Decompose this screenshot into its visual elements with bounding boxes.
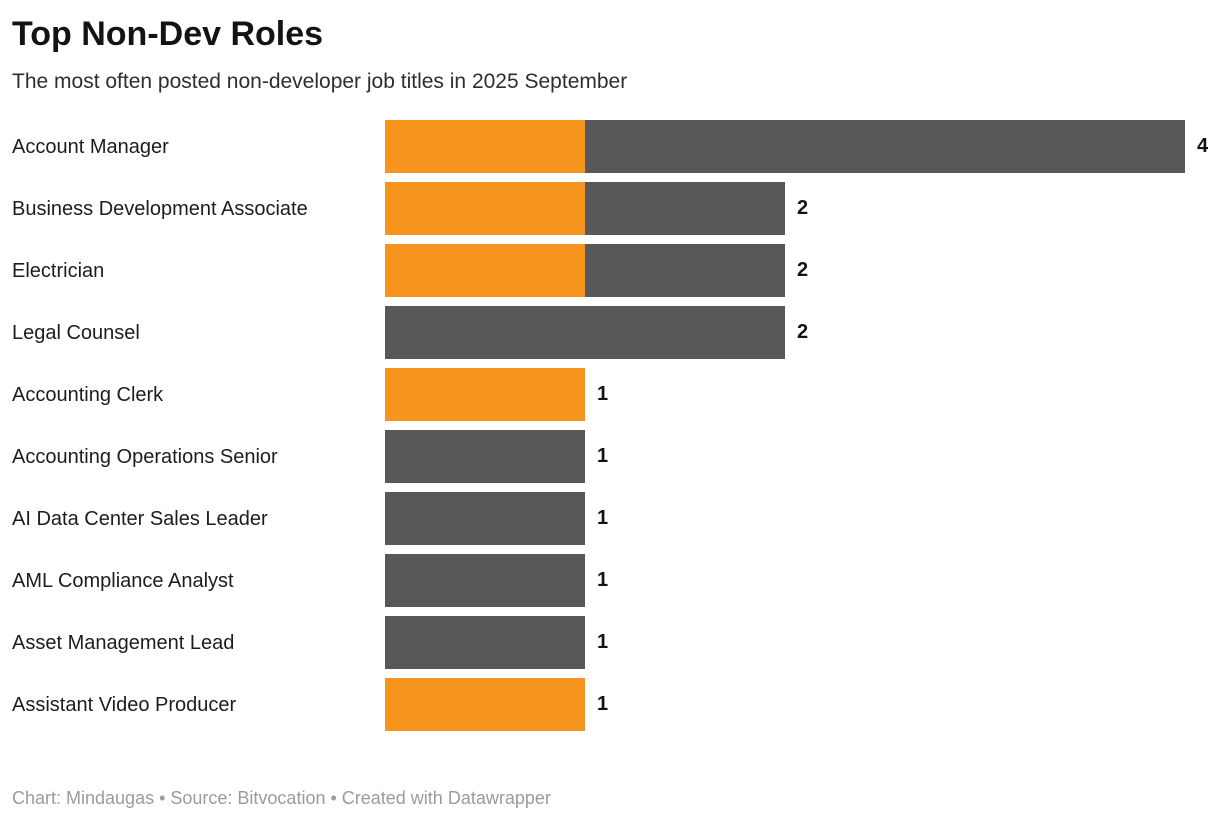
value-label: 2 [797, 259, 809, 281]
bar-segment-base [385, 616, 585, 669]
bar: 1 [385, 492, 1220, 545]
chart-row: Assistant Video Producer 1 [0, 678, 1220, 731]
value-label: 4 [1197, 135, 1209, 157]
bar-segment-base [585, 182, 785, 235]
chart-title: Top Non-Dev Roles [12, 15, 324, 53]
row-label: Electrician [12, 259, 105, 282]
bar-segment-base [585, 120, 1185, 173]
chart-header: Top Non-Dev Roles The most often posted … [0, 0, 1220, 95]
row-label: Assistant Video Producer [12, 693, 237, 716]
value-label: 2 [797, 321, 809, 343]
row-label: Asset Management Lead [12, 631, 235, 654]
chart-row: Legal Counsel 2 [0, 306, 1220, 359]
bar-segment-highlight [385, 182, 585, 235]
bar: 1 [385, 430, 1220, 483]
bar-segment-base [385, 430, 585, 483]
bar-segment-highlight [385, 368, 585, 421]
row-label: Accounting Operations Senior [12, 445, 278, 468]
chart-row: Accounting Clerk 1 [0, 368, 1220, 421]
row-label: AML Compliance Analyst [12, 569, 234, 592]
row-label: Legal Counsel [12, 321, 140, 344]
chart-row: Asset Management Lead 1 [0, 616, 1220, 669]
bar: 1 [385, 678, 1220, 731]
bar-segment-base [385, 306, 785, 359]
value-label: 1 [597, 569, 609, 591]
row-label: AI Data Center Sales Leader [12, 507, 268, 530]
chart-row: AI Data Center Sales Leader 1 [0, 492, 1220, 545]
value-label: 1 [597, 507, 609, 529]
bar: 2 [385, 182, 1220, 235]
value-label: 1 [597, 631, 609, 653]
row-label: Account Manager [12, 135, 169, 158]
bar-segment-highlight [385, 120, 585, 173]
row-label: Business Development Associate [12, 197, 308, 220]
bar-segment-highlight [385, 678, 585, 731]
chart-footer-credit: Chart: Mindaugas • Source: Bitvocation •… [12, 788, 551, 808]
value-label: 1 [597, 693, 609, 715]
bar: 2 [385, 306, 1220, 359]
bar-segment-base [585, 244, 785, 297]
row-label: Accounting Clerk [12, 383, 164, 406]
chart-row: Electrician 2 [0, 244, 1220, 297]
value-label: 1 [597, 445, 609, 467]
chart-row: Business Development Associate 2 [0, 182, 1220, 235]
bar: 4 [385, 120, 1220, 173]
bar: 1 [385, 368, 1220, 421]
value-label: 1 [597, 383, 609, 405]
bar-segment-highlight [385, 244, 585, 297]
bar: 1 [385, 616, 1220, 669]
bar: 2 [385, 244, 1220, 297]
chart-subtitle: The most often posted non-developer job … [12, 70, 628, 93]
chart-row: AML Compliance Analyst 1 [0, 554, 1220, 607]
value-label: 2 [797, 197, 809, 219]
chart-row: Accounting Operations Senior 1 [0, 430, 1220, 483]
bar-segment-base [385, 492, 585, 545]
chart-body: Account Manager 4 Business Development A… [0, 120, 1220, 731]
bar-segment-base [385, 554, 585, 607]
bar: 1 [385, 554, 1220, 607]
chart-row: Account Manager 4 [0, 120, 1220, 173]
